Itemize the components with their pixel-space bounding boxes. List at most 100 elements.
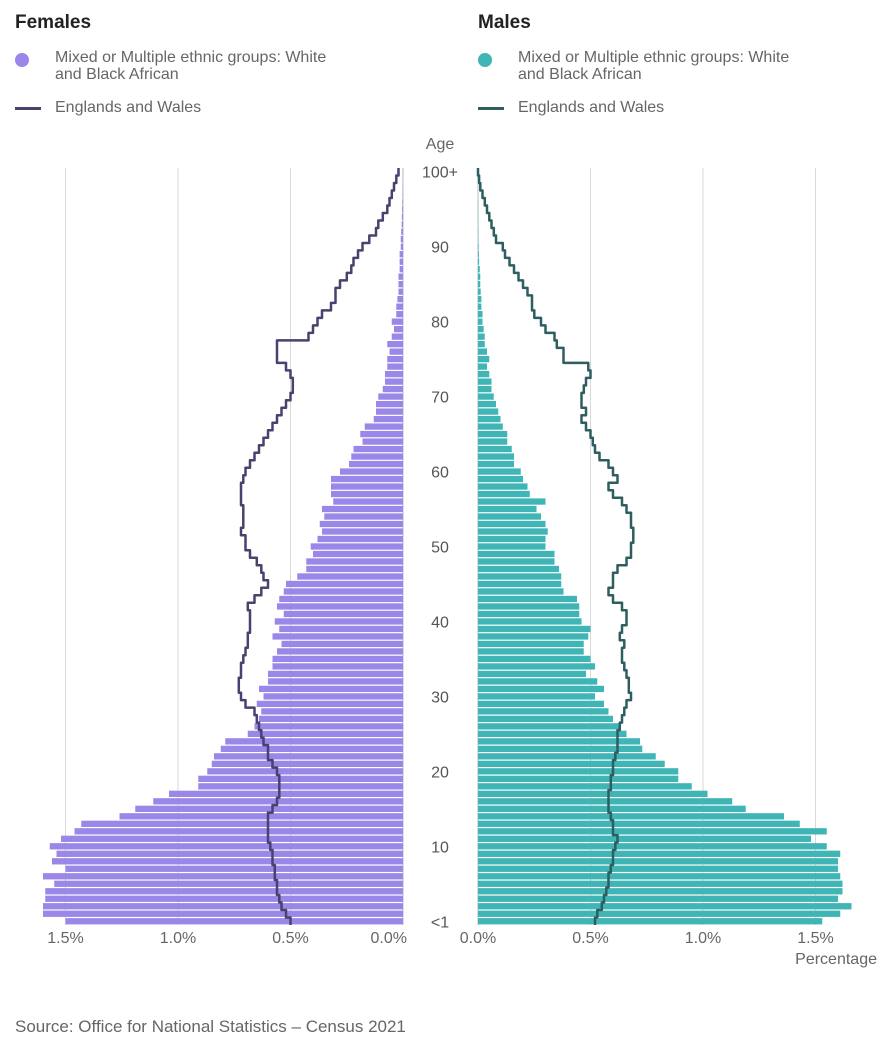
male-bar bbox=[478, 468, 521, 475]
female-bar bbox=[135, 805, 403, 812]
age-tick-label: 60 bbox=[431, 465, 449, 482]
female-x-tick-label: 1.0% bbox=[160, 930, 196, 947]
male-bar bbox=[478, 513, 541, 520]
female-bar bbox=[396, 303, 403, 310]
male-bar bbox=[478, 865, 838, 872]
female-bar bbox=[364, 423, 403, 430]
female-bar bbox=[279, 595, 403, 603]
female-bar bbox=[402, 206, 403, 213]
male-bar bbox=[478, 760, 665, 768]
female-bar bbox=[331, 483, 403, 490]
female-bar bbox=[399, 266, 403, 273]
female-bar bbox=[373, 415, 403, 423]
legend-line-icon bbox=[15, 107, 41, 110]
female-bar bbox=[263, 693, 403, 700]
male-bar bbox=[478, 610, 580, 618]
legend-label: Mixed or Multiple ethnic groups: White a… bbox=[518, 49, 790, 83]
male-bar bbox=[478, 753, 656, 760]
female-bar bbox=[43, 903, 403, 910]
female-bar bbox=[401, 221, 403, 228]
male-bar bbox=[478, 266, 480, 273]
female-bar bbox=[43, 873, 403, 880]
female-bar bbox=[351, 453, 403, 460]
legend-males-reference: Englands and Wales bbox=[478, 99, 818, 116]
male-bar bbox=[478, 873, 841, 880]
female-bar bbox=[401, 213, 403, 220]
female-bar bbox=[391, 333, 403, 340]
age-axis-label: Age bbox=[426, 136, 455, 153]
male-bar bbox=[478, 528, 548, 535]
female-bar bbox=[401, 228, 403, 235]
male-bar bbox=[478, 700, 604, 708]
male-bar bbox=[478, 378, 492, 385]
male-bar bbox=[478, 273, 481, 280]
female-bar bbox=[283, 588, 403, 595]
male-bar bbox=[478, 588, 564, 595]
female-bar bbox=[220, 745, 403, 753]
female-bar bbox=[319, 520, 403, 528]
female-bar bbox=[272, 655, 403, 663]
female-bar bbox=[391, 318, 403, 325]
male-x-tick-label: 0.5% bbox=[572, 930, 608, 947]
legend-label: Mixed or Multiple ethnic groups: White a… bbox=[55, 49, 327, 83]
male-bar bbox=[478, 805, 746, 812]
male-bar bbox=[478, 655, 591, 663]
female-bar bbox=[283, 610, 403, 618]
male-bar bbox=[478, 370, 490, 378]
male-x-tick-label: 1.0% bbox=[685, 930, 721, 947]
age-tick-label: 10 bbox=[431, 839, 449, 856]
male-bar bbox=[478, 318, 483, 325]
male-bar bbox=[478, 311, 483, 318]
male-bar bbox=[478, 723, 620, 730]
female-bar bbox=[340, 468, 403, 475]
age-tick-label: 80 bbox=[431, 315, 449, 332]
female-bar bbox=[49, 843, 403, 850]
male-bar bbox=[478, 618, 582, 625]
male-bar bbox=[478, 363, 487, 370]
male-bar bbox=[478, 296, 482, 303]
male-bar bbox=[478, 633, 589, 640]
female-bar bbox=[45, 895, 403, 902]
female-bar bbox=[43, 910, 403, 917]
female-bar bbox=[306, 558, 403, 565]
male-x-tick-label: 0.0% bbox=[460, 930, 496, 947]
male-bar bbox=[478, 910, 841, 917]
male-bar bbox=[478, 835, 811, 842]
female-bar bbox=[52, 858, 403, 865]
female-bar bbox=[56, 850, 403, 857]
male-bar bbox=[478, 730, 627, 738]
male-bars bbox=[478, 198, 852, 925]
age-tick-label: 100+ bbox=[422, 165, 458, 182]
female-bar bbox=[45, 888, 403, 895]
female-bar bbox=[81, 820, 403, 827]
male-bar bbox=[478, 535, 546, 543]
female-bar bbox=[281, 640, 403, 648]
male-bar bbox=[478, 663, 595, 670]
legend-label: Englands and Wales bbox=[518, 99, 665, 116]
female-bar bbox=[387, 363, 403, 370]
age-tick-label: 70 bbox=[431, 390, 449, 407]
female-bar bbox=[376, 400, 403, 408]
male-bar bbox=[478, 340, 485, 348]
male-bar bbox=[478, 715, 613, 723]
female-bar bbox=[398, 281, 403, 288]
male-bar bbox=[478, 490, 530, 498]
legend-label: Englands and Wales bbox=[55, 99, 202, 116]
female-bar bbox=[322, 505, 403, 513]
female-bar bbox=[54, 880, 403, 887]
female-bar bbox=[397, 296, 403, 303]
female-bar bbox=[349, 460, 403, 468]
male-bar bbox=[478, 393, 494, 400]
female-bar bbox=[65, 865, 403, 872]
female-bar bbox=[353, 445, 403, 453]
female-bar bbox=[385, 370, 403, 378]
age-tick-label: 30 bbox=[431, 689, 449, 706]
male-bar bbox=[478, 558, 555, 565]
male-bar bbox=[478, 790, 708, 797]
male-bar bbox=[478, 903, 852, 910]
male-bar bbox=[478, 693, 595, 700]
male-bar bbox=[478, 483, 528, 490]
male-bar bbox=[478, 565, 559, 573]
female-bar bbox=[169, 790, 403, 797]
male-reference-line bbox=[476, 168, 635, 925]
